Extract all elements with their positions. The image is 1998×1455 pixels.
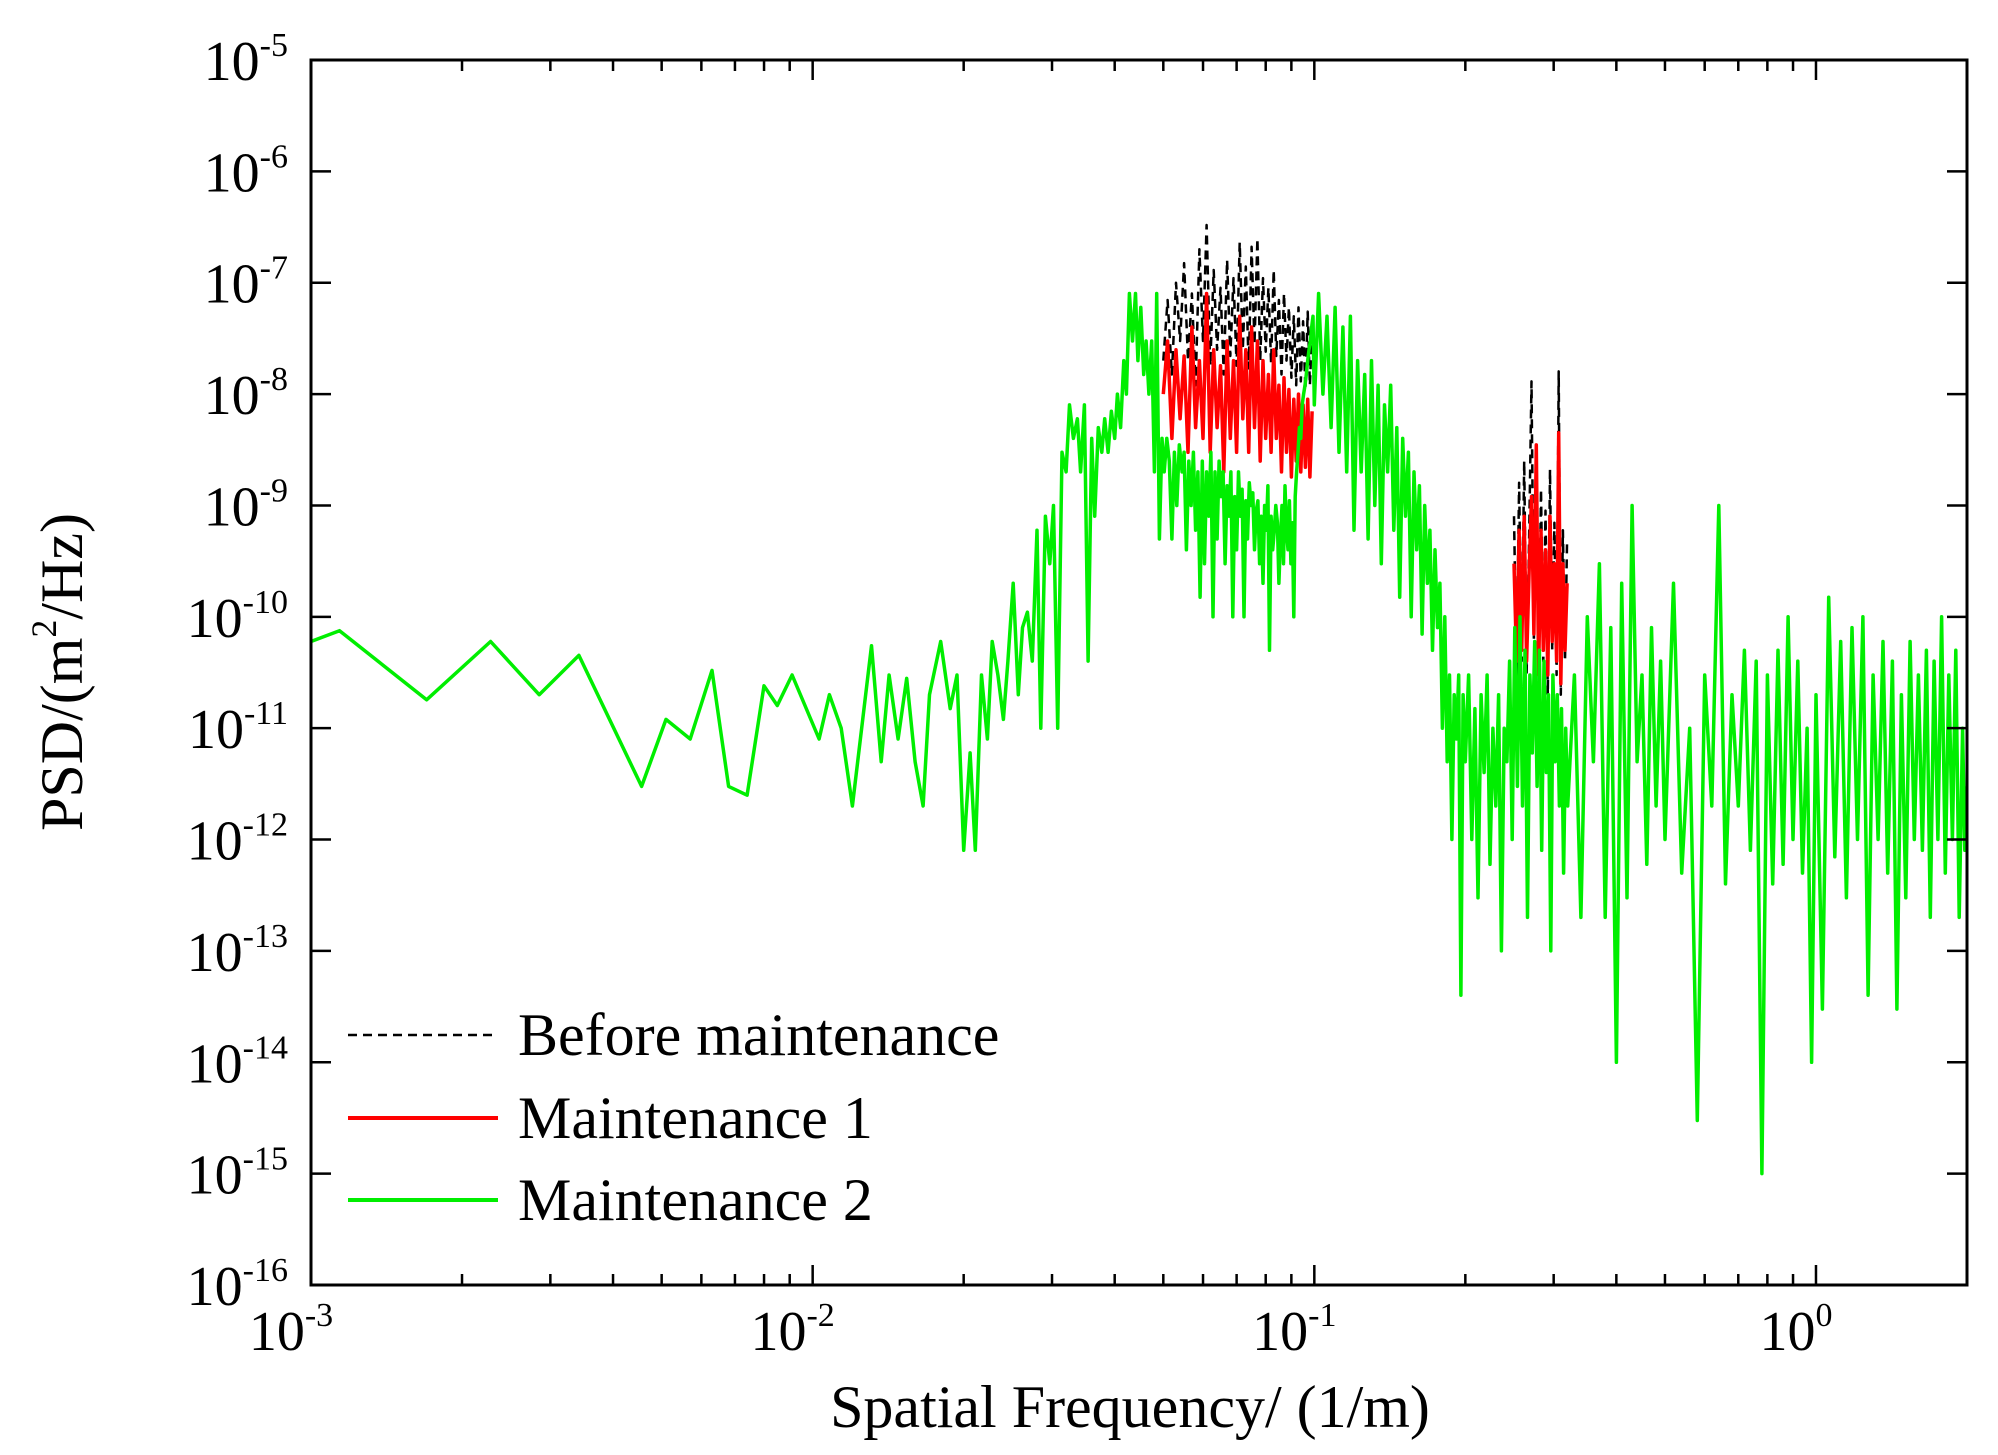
y-tick-exponent: -11 [244, 695, 288, 732]
plot-frame [309, 58, 1969, 1287]
x-tick-base: 10 [1252, 1301, 1308, 1363]
y-tick-base: 10 [187, 1145, 243, 1207]
series-line-2 [1161, 291, 1569, 686]
y-tick-label: 10-15 [187, 1141, 288, 1207]
y-tick-base: 10 [187, 588, 243, 650]
y-tick-label: 10-8 [204, 361, 288, 427]
x-tick-exponent: -3 [305, 1297, 333, 1334]
x-tick-label: 10-3 [249, 1297, 333, 1363]
x-tick-base: 10 [750, 1301, 806, 1363]
ticks-layer [309, 58, 1969, 1287]
y-tick-label: 10-10 [187, 584, 288, 650]
y-tick-labels: 10-510-610-710-810-910-1010-1110-1210-13… [187, 27, 288, 1318]
y-tick-label: 10-6 [204, 138, 288, 204]
y-tick-exponent: -5 [260, 27, 288, 64]
series-2 [1161, 291, 1569, 686]
series-layer [311, 223, 1967, 1176]
x-tick-base: 10 [249, 1301, 305, 1363]
y-tick-label: 10-11 [188, 695, 288, 761]
legend-item-3: Maintenance 2 [348, 1167, 873, 1233]
y-tick-exponent: -9 [260, 472, 288, 509]
x-tick-exponent: -1 [1308, 1297, 1336, 1334]
x-axis-title: Spatial Frequency/ (1/m) [830, 1374, 1430, 1440]
x-tick-base: 10 [1759, 1301, 1815, 1363]
y-axis-title-suffix: /Hz) [29, 513, 95, 620]
y-tick-exponent: -14 [243, 1029, 288, 1066]
legend-label: Maintenance 2 [518, 1167, 873, 1233]
x-tick-label: 100 [1759, 1297, 1832, 1363]
y-tick-base: 10 [187, 811, 243, 873]
y-tick-exponent: -8 [260, 361, 288, 398]
y-tick-label: 10-5 [204, 27, 288, 93]
y-axis-title: PSD/(m2/Hz) [24, 513, 95, 831]
y-tick-label: 10-7 [204, 250, 288, 316]
y-tick-exponent: -12 [243, 807, 288, 844]
y-tick-base: 10 [204, 254, 260, 316]
y-tick-exponent: -15 [243, 1141, 288, 1178]
y-tick-base: 10 [204, 365, 260, 427]
x-tick-exponent: -2 [806, 1297, 834, 1334]
y-tick-base: 10 [187, 1033, 243, 1095]
y-tick-exponent: -10 [243, 584, 288, 621]
series-3 [311, 291, 1967, 1176]
y-tick-base: 10 [188, 699, 244, 761]
x-tick-labels: 10-3 10-2 10-1 100 [249, 1297, 1833, 1363]
y-axis-title-prefix: PSD/(m [29, 638, 95, 831]
x-tick-exponent: 0 [1815, 1297, 1832, 1334]
y-tick-label: 10-13 [187, 918, 288, 984]
y-tick-label: 10-14 [187, 1029, 288, 1095]
legend-item-2: Maintenance 1 [348, 1085, 873, 1151]
x-tick-label: 10-1 [1252, 1297, 1336, 1363]
y-tick-exponent: -16 [243, 1252, 288, 1289]
y-tick-base: 10 [187, 922, 243, 984]
y-tick-label: 10-9 [204, 472, 288, 538]
legend-item-1: Before maintenance [348, 1002, 999, 1068]
y-tick-label: 10-12 [187, 807, 288, 873]
legend-label: Before maintenance [518, 1002, 999, 1068]
y-tick-base: 10 [187, 1256, 243, 1318]
y-tick-base: 10 [204, 142, 260, 204]
legend: Before maintenance Maintenance 1 Maintenan… [348, 1002, 999, 1233]
legend-label: Maintenance 1 [518, 1085, 873, 1151]
y-tick-exponent: -6 [260, 138, 288, 175]
y-axis-title-superscript: 2 [24, 620, 64, 638]
series-line-3 [311, 291, 1967, 1176]
y-tick-exponent: -7 [260, 250, 288, 287]
y-tick-base: 10 [204, 476, 260, 538]
x-tick-label: 10-2 [750, 1297, 834, 1363]
y-tick-exponent: -13 [243, 918, 288, 955]
y-tick-label: 10-16 [187, 1252, 288, 1318]
y-tick-base: 10 [204, 31, 260, 93]
